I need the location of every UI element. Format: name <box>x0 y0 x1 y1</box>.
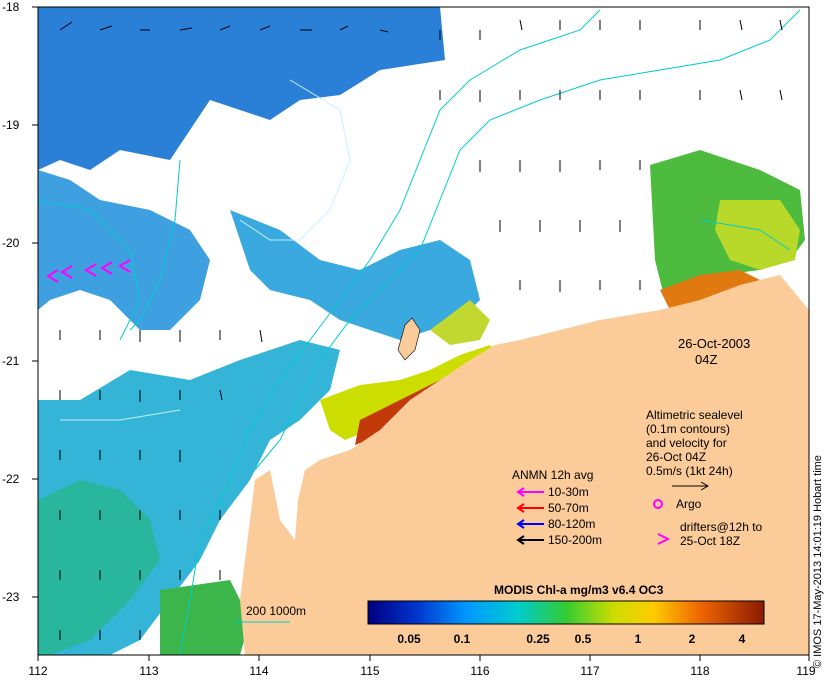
y-tick-label: -18 <box>2 0 20 14</box>
anmn-legend-item: 10-30m <box>548 485 589 499</box>
island <box>397 317 421 361</box>
anmn-legend-arrows <box>516 487 544 545</box>
bathymetry-label: 200 1000m <box>246 604 307 618</box>
y-tick-label: -19 <box>2 118 20 132</box>
axis-tick-marks <box>32 6 810 661</box>
argo-marker-icon <box>653 499 663 509</box>
colorbar-tick-label: 0.05 <box>397 632 421 646</box>
map-time: 04Z <box>695 352 718 367</box>
anmn-legend-item: 50-70m <box>548 501 589 515</box>
colorbar-tick-label: 1 <box>634 632 642 646</box>
velocity-vectors <box>59 19 783 640</box>
credit-text: © IMOS 17-May-2013 14:01:19 Hobart time <box>812 455 824 668</box>
anmn-legend-item: 150-200m <box>548 533 603 547</box>
drifter-marker-icon <box>657 533 671 545</box>
altimetry-note-line: 26-Oct 04Z <box>646 450 707 464</box>
drifters-label-line: 25-Oct 18Z <box>680 534 741 548</box>
altimetry-note-line: Altimetric sealevel <box>646 408 743 422</box>
x-tick-label: 112 <box>28 664 48 678</box>
australia-landmass <box>240 275 809 655</box>
x-tick-label: 113 <box>139 664 159 678</box>
y-tick-label: -22 <box>2 472 20 486</box>
colorbar-title: MODIS Chl-a mg/m3 v6.4 OC3 <box>494 583 664 597</box>
argo-label: Argo <box>676 497 702 511</box>
colorbar <box>367 600 765 625</box>
altimetry-note-line: and velocity for <box>646 436 727 450</box>
y-tick-label: -21 <box>2 354 20 368</box>
x-tick-label: 119 <box>796 664 816 678</box>
colorbar-tick-label: 2 <box>688 632 696 646</box>
drifter-tracks <box>46 259 131 283</box>
drifters-label-line: drifters@12h to <box>680 520 763 534</box>
y-tick-label: -20 <box>2 236 20 250</box>
velocity-scale-arrow <box>672 481 710 491</box>
x-tick-label: 118 <box>690 664 710 678</box>
map-date: 26-Oct-2003 <box>678 336 751 351</box>
anmn-legend-item: 80-120m <box>548 517 596 531</box>
x-tick-label: 117 <box>580 664 600 678</box>
colorbar-tick-label: 0.5 <box>574 632 592 646</box>
x-tick-label: 116 <box>470 664 490 678</box>
altimetry-note-line: (0.1m contours) <box>646 422 731 436</box>
colorbar-tick-label: 0.25 <box>526 632 550 646</box>
anmn-legend-title: ANMN 12h avg <box>512 468 594 482</box>
x-tick-label: 114 <box>249 664 269 678</box>
altimetry-note-line: 0.5m/s (1kt 24h) <box>646 464 733 478</box>
map-frame <box>37 6 810 656</box>
bathymetry-contours <box>38 9 801 655</box>
y-tick-label: -23 <box>2 590 20 604</box>
colorbar-tick-label: 0.1 <box>453 632 471 646</box>
colorbar-tick-label: 4 <box>738 632 746 646</box>
x-tick-label: 115 <box>360 664 380 678</box>
